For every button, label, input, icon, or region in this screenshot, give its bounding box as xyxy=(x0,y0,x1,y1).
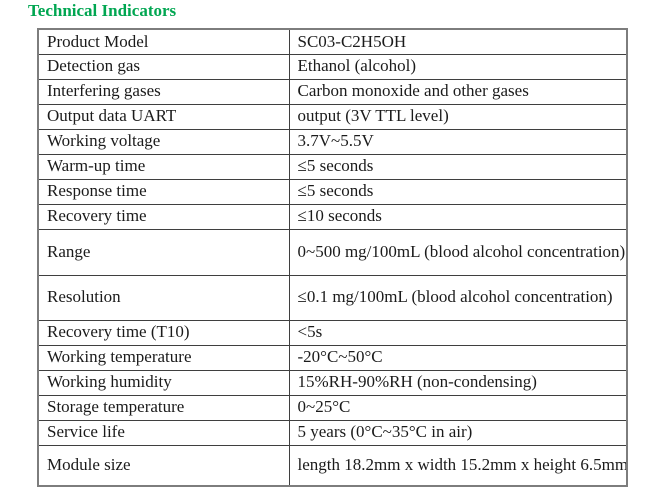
spec-label: Detection gas xyxy=(37,53,290,80)
table-row-interfering-gases: Interfering gases Carbon monoxide and ot… xyxy=(37,78,628,105)
table-row-warm-up-time: Warm-up time ≤5 seconds xyxy=(37,153,628,180)
spec-label: Storage temperature xyxy=(37,394,290,421)
spec-value: output (3V TTL level) xyxy=(288,103,628,130)
spec-value: 0~500 mg/100mL (blood alcohol concentrat… xyxy=(288,228,628,276)
table-row-recovery-time: Recovery time ≤10 seconds xyxy=(37,203,628,230)
spec-value: Ethanol (alcohol) xyxy=(288,53,628,80)
spec-value: ≤0.1 mg/100mL (blood alcohol concentrati… xyxy=(288,274,628,321)
table-row-service-life: Service life 5 years (0°C~35°C in air) xyxy=(37,419,628,446)
spec-value: 0~25°C xyxy=(288,394,628,421)
spec-label: Working humidity xyxy=(37,369,290,396)
spec-value: <5s xyxy=(288,319,628,346)
table-row-product-model: Product Model SC03-C2H5OH xyxy=(37,28,628,55)
spec-label: Working voltage xyxy=(37,128,290,155)
spec-value: 15%RH-90%RH (non-condensing) xyxy=(288,369,628,396)
page-title: Technical Indicators xyxy=(28,1,177,20)
spec-label: Interfering gases xyxy=(37,78,290,105)
spec-label: Recovery time xyxy=(37,203,290,230)
table-row-working-humidity: Working humidity 15%RH-90%RH (non-conden… xyxy=(37,369,628,396)
spec-label: Recovery time (T10) xyxy=(37,319,290,346)
table-row-recovery-time-t10: Recovery time (T10) <5s xyxy=(37,319,628,346)
table-row-working-temperature: Working temperature -20°C~50°C xyxy=(37,344,628,371)
spec-label: Warm-up time xyxy=(37,153,290,180)
spec-value: SC03-C2H5OH xyxy=(288,28,628,55)
table-row-detection-gas: Detection gas Ethanol (alcohol) xyxy=(37,53,628,80)
table-row-working-voltage: Working voltage 3.7V~5.5V xyxy=(37,128,628,155)
spec-value: 3.7V~5.5V xyxy=(288,128,628,155)
spec-label: Service life xyxy=(37,419,290,446)
spec-value: ≤5 seconds xyxy=(288,178,628,205)
table-row-range: Range 0~500 mg/100mL (blood alcohol conc… xyxy=(37,228,628,276)
spec-value: ≤10 seconds xyxy=(288,203,628,230)
spec-value: -20°C~50°C xyxy=(288,344,628,371)
spec-label: Output data UART xyxy=(37,103,290,130)
table-row-response-time: Response time ≤5 seconds xyxy=(37,178,628,205)
spec-label: Working temperature xyxy=(37,344,290,371)
spec-label: Product Model xyxy=(37,28,290,55)
spec-label: Module size xyxy=(37,444,290,487)
table-row-storage-temperature: Storage temperature 0~25°C xyxy=(37,394,628,421)
table-row-output-data-uart: Output data UART output (3V TTL level) xyxy=(37,103,628,130)
table-row-resolution: Resolution ≤0.1 mg/100mL (blood alcohol … xyxy=(37,274,628,321)
spec-label: Resolution xyxy=(37,274,290,321)
spec-value: ≤5 seconds xyxy=(288,153,628,180)
table-row-module-size: Module size length 18.2mm x width 15.2mm… xyxy=(37,444,628,487)
spec-value: Carbon monoxide and other gases xyxy=(288,78,628,105)
spec-value: length 18.2mm x width 15.2mm x height 6.… xyxy=(288,444,628,487)
spec-label: Range xyxy=(37,228,290,276)
spec-value: 5 years (0°C~35°C in air) xyxy=(288,419,628,446)
spec-label: Response time xyxy=(37,178,290,205)
technical-indicators-table: Product Model SC03-C2H5OH Detection gas … xyxy=(37,28,628,487)
